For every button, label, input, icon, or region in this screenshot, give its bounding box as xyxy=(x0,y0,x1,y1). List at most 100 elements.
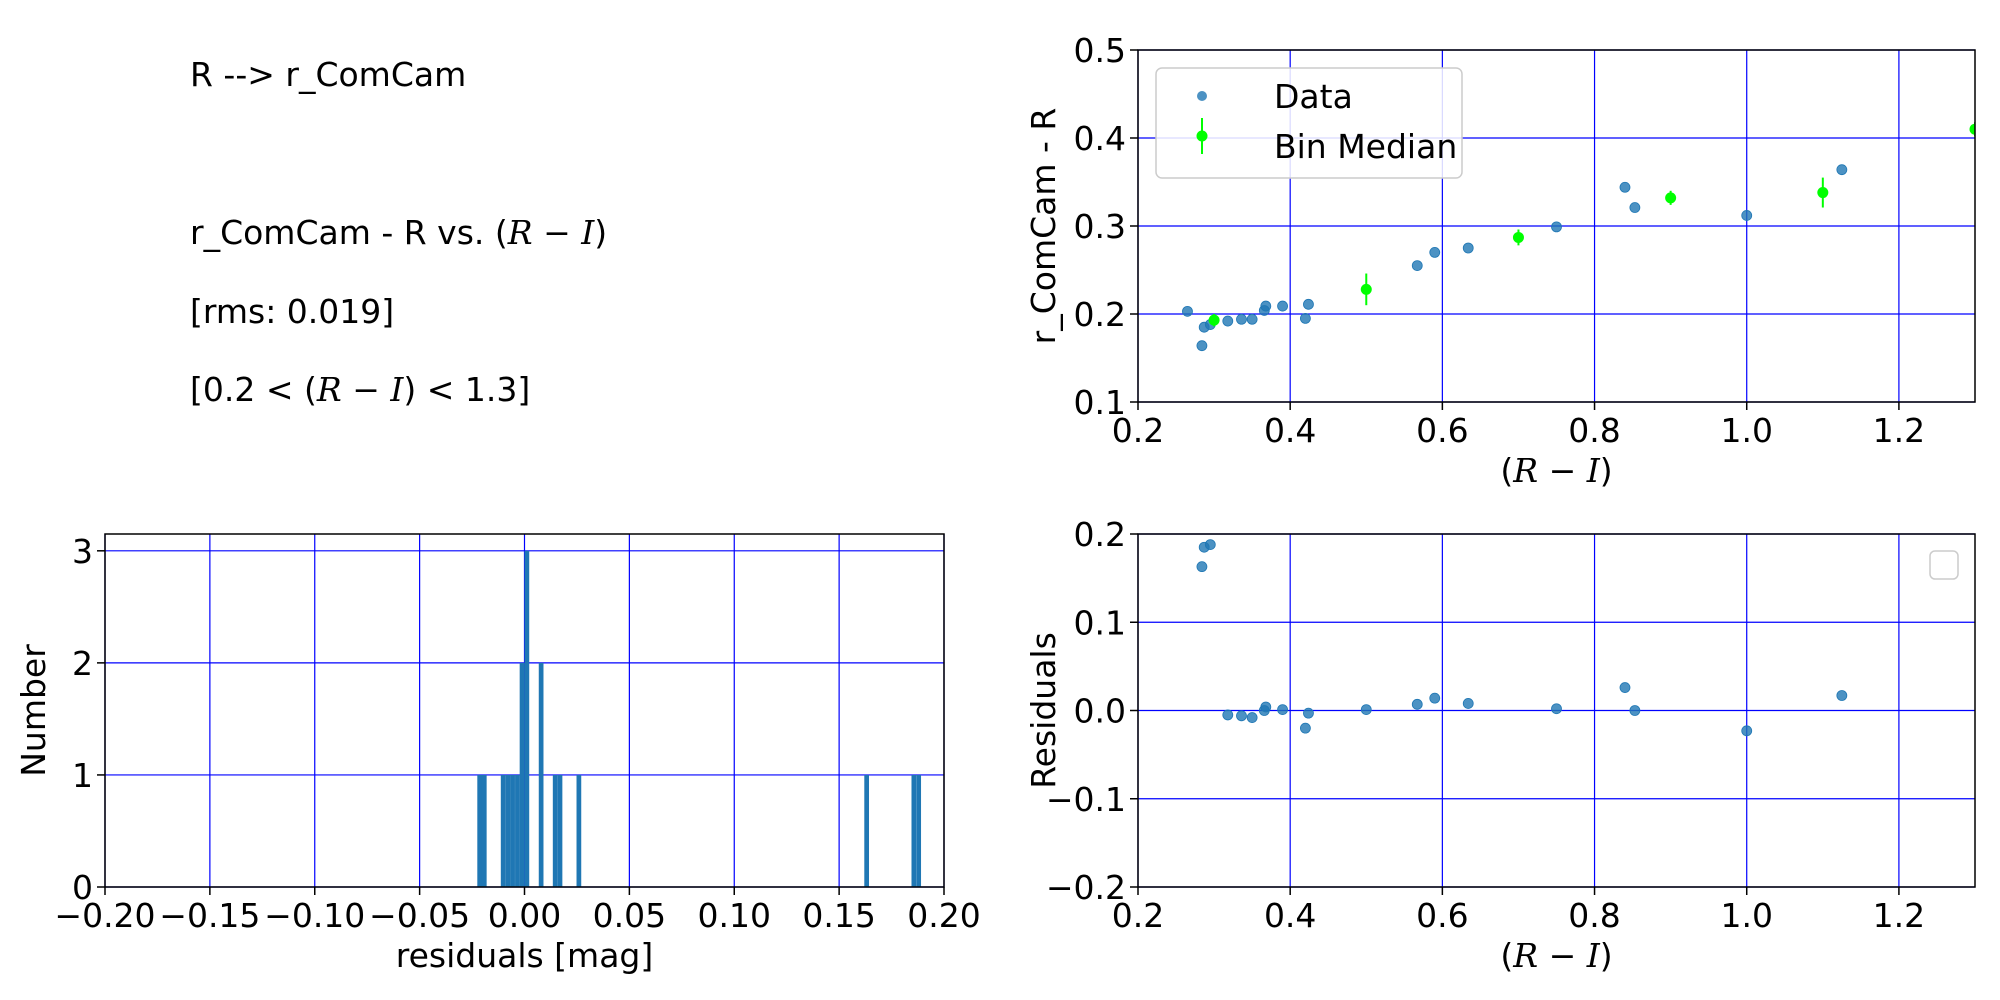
data-point xyxy=(1303,707,1314,719)
data-point xyxy=(1836,164,1848,176)
legend-median-marker xyxy=(1196,130,1208,142)
x-tick-label: 1.2 xyxy=(1873,411,1925,450)
plot-bottom-right: 0.2 0.4 0.6 0.8 1.0 1.2 −0.2 −0.1 0.0 0.1 0.2 (R − … xyxy=(1024,515,1976,975)
legend-data-marker xyxy=(1197,91,1207,101)
histogram-bar xyxy=(505,774,511,887)
x-tick-label: −0.15 xyxy=(159,896,260,935)
x-tick-label: 0.8 xyxy=(1568,411,1620,450)
histogram-bar xyxy=(519,662,525,887)
data-point xyxy=(1300,312,1311,324)
data-point xyxy=(1196,340,1208,352)
data-point xyxy=(1303,298,1314,310)
data-point xyxy=(1204,539,1216,550)
x-tick-label: 0.8 xyxy=(1568,896,1620,935)
info-range: [0.2 < (R − I) < 1.3] xyxy=(190,370,530,409)
data-point xyxy=(1741,210,1753,221)
data-point xyxy=(1462,698,1474,709)
histogram-bar xyxy=(538,662,544,887)
data-point xyxy=(1246,313,1258,325)
data-point xyxy=(1629,202,1641,213)
histogram-bar xyxy=(911,774,917,887)
x-tick-label: 0.05 xyxy=(593,896,666,935)
y-tick-label: 2 xyxy=(72,644,93,683)
histogram-bar xyxy=(481,774,487,887)
info-relation-suffix: ) xyxy=(594,213,608,252)
y-tick-label: 1 xyxy=(72,756,93,795)
x-tick-label: 0.2 xyxy=(1112,896,1164,935)
y-tick-label: 0.1 xyxy=(1074,383,1126,422)
plot-top-right: 0.2 0.4 0.6 0.8 1.0 1.20.10.20.30.40.5(R − I)… xyxy=(1024,31,1976,490)
bin-median-point xyxy=(1969,123,1975,135)
x-tick-label: 0.4 xyxy=(1264,411,1316,450)
x-tick-label: 0.2 xyxy=(1112,411,1164,450)
x-tick-label: 0.10 xyxy=(698,896,771,935)
data-point xyxy=(1182,305,1193,317)
bin-median-point xyxy=(1665,192,1677,204)
data-point xyxy=(1222,709,1234,721)
x-axis-label: (R − I) xyxy=(1500,936,1612,975)
info-range-prefix: [0.2 < ( xyxy=(190,370,317,409)
data-point xyxy=(1411,260,1423,272)
bin-median-point xyxy=(1512,231,1524,243)
x-tick-label: 0.4 xyxy=(1264,896,1316,935)
histogram-bar xyxy=(500,774,506,887)
data-point xyxy=(1619,682,1631,693)
data-point xyxy=(1196,561,1208,573)
y-tick-label: 0 xyxy=(72,868,93,907)
data-point xyxy=(1246,712,1258,723)
y-tick-label: −0.1 xyxy=(1046,780,1126,819)
data-point xyxy=(1551,703,1562,715)
y-tick-label: 0.4 xyxy=(1074,119,1126,158)
y-tick-label: 0.1 xyxy=(1074,603,1126,642)
histogram-bar xyxy=(557,774,563,887)
x-axis-label: (R − I) xyxy=(1500,451,1612,490)
x-tick-label: −0.05 xyxy=(369,896,470,935)
data-point xyxy=(1260,300,1272,312)
data-point xyxy=(1836,690,1848,701)
marks-top-right xyxy=(1182,122,1975,352)
x-tick-label: 0.6 xyxy=(1416,411,1468,450)
x-tick-label: 0.15 xyxy=(802,896,875,935)
x-tick-label: 1.2 xyxy=(1873,896,1925,935)
data-point xyxy=(1236,313,1247,325)
data-point xyxy=(1260,701,1272,713)
data-point xyxy=(1300,722,1311,734)
info-conversion-text: R --> r_ComCam xyxy=(190,55,467,94)
y-tick-label: −0.2 xyxy=(1046,868,1126,907)
info-conversion: R --> r_ComCam xyxy=(190,55,466,94)
legend-median-label: Bin Median xyxy=(1274,127,1457,166)
bin-median-point xyxy=(1817,187,1829,199)
y-axis-label: Residuals xyxy=(1024,632,1063,789)
data-point xyxy=(1411,698,1423,710)
info-range-suffix: ) < 1.3] xyxy=(403,370,531,409)
info-relation: r_ComCam - R vs. (R − I) xyxy=(190,213,607,252)
data-point xyxy=(1429,692,1441,704)
info-relation-math: R − I xyxy=(507,213,595,252)
data-point xyxy=(1277,704,1288,716)
histogram-bar xyxy=(477,774,483,887)
x-tick-label: 0.20 xyxy=(907,896,980,935)
plot-bottom-left: −0.20 −0.15 −0.10 −0.05 0.00 0.05 0.10 0.15 0.20… xyxy=(14,532,981,975)
histogram-bar xyxy=(576,774,582,887)
data-point xyxy=(1619,181,1631,193)
legend-box xyxy=(1155,67,1463,179)
data-point xyxy=(1462,242,1474,254)
x-axis-label: residuals [mag] xyxy=(396,936,654,975)
info-rms-text: [rms: 0.019] xyxy=(190,292,395,331)
bin-median-point xyxy=(1360,283,1372,295)
legend-box-empty xyxy=(1929,550,1959,580)
marks-bottom-right xyxy=(1196,539,1848,737)
y-tick-label: 0.2 xyxy=(1074,295,1126,334)
y-axis-label: Number xyxy=(14,644,53,777)
histogram-bar xyxy=(552,774,558,887)
legend-data-label: Data xyxy=(1274,77,1353,116)
x-tick-label: 0.6 xyxy=(1416,896,1468,935)
y-axis-label: r_ComCam - R xyxy=(1024,108,1063,345)
histogram-bar xyxy=(864,774,870,887)
x-tick-label: 1.0 xyxy=(1720,411,1772,450)
data-point xyxy=(1222,315,1234,327)
y-tick-label: 3 xyxy=(72,532,93,571)
x-tick-label: 0.00 xyxy=(488,896,561,935)
histogram-bar xyxy=(916,774,922,887)
y-tick-label: 0.2 xyxy=(1074,515,1126,554)
